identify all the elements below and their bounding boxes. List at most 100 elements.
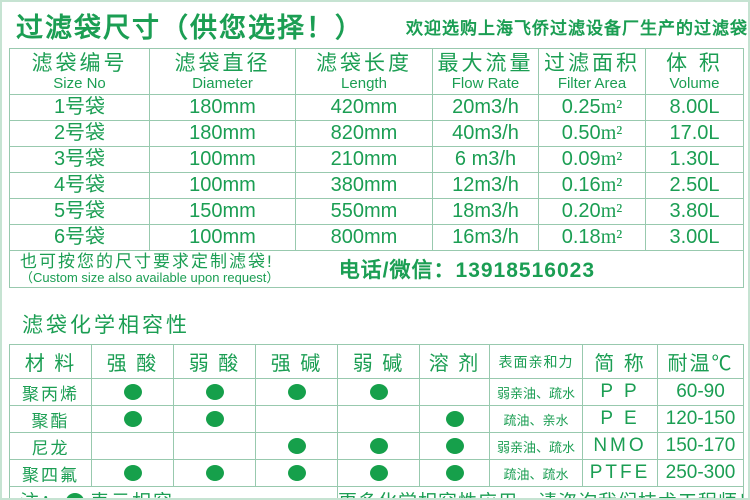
length: 800mm [295, 224, 433, 251]
compat-cell-weak-acid [173, 405, 256, 433]
compatible-dot-icon [445, 464, 464, 481]
compatible-dot-icon [369, 464, 388, 481]
col-header-length: 滤袋长度 Length [295, 48, 433, 95]
temp-range: 60-90 [657, 378, 744, 406]
size-no: 1号袋 [9, 94, 150, 121]
col-header-abbreviation: 简 称 [582, 344, 658, 379]
sq-meter-unit: m² [600, 96, 623, 118]
compat-footer-note: 更多化学相容性应用，请咨询我们技术工程师！ [337, 486, 744, 498]
size-table: 滤袋编号 Size No 滤袋直径 Diameter 滤袋长度 Length 最大流量… [9, 48, 744, 288]
sq-meter-unit: m² [600, 226, 623, 248]
volume: 2.50L [645, 172, 744, 199]
volume: 17.0L [645, 120, 744, 147]
col-header-diameter: 滤袋直径 Diameter [149, 48, 296, 95]
flow-rate: 6 m3/h [432, 146, 539, 173]
filter-area: 0.25m² [538, 94, 646, 121]
filter-area: 0.09m² [538, 146, 646, 173]
diameter: 100mm [149, 224, 296, 251]
volume: 1.30L [645, 146, 744, 173]
material-abbr: NMO [582, 432, 658, 460]
sq-meter-unit: m² [600, 122, 623, 144]
material-name: 尼龙 [9, 432, 92, 460]
col-header-surface-affinity: 表面亲和力 [489, 344, 583, 379]
diameter: 180mm [149, 120, 296, 147]
length: 210mm [295, 146, 433, 173]
compat-row-pe: 聚酯 疏油、亲水 P E 120-150 [9, 405, 744, 433]
col-header-strong-acid: 强 酸 [91, 344, 174, 379]
compat-cell-strong-acid [91, 405, 174, 433]
size-row-6: 6号袋 100mm 800mm 16m3/h 0.18m² 3.00L [9, 224, 744, 251]
diameter: 100mm [149, 146, 296, 173]
size-no: 4号袋 [9, 172, 150, 199]
compatible-dot-icon [369, 383, 388, 400]
compat-cell-weak-acid [173, 459, 256, 487]
col-header-material: 材 料 [9, 344, 92, 379]
size-row-1: 1号袋 180mm 420mm 20m3/h 0.25m² 8.00L [9, 94, 744, 121]
temp-range: 150-170 [657, 432, 744, 460]
compat-cell-strong-alkali [255, 432, 338, 460]
compatible-dot-icon [205, 383, 224, 400]
compat-cell-solvent [419, 378, 490, 406]
size-row-2: 2号袋 180mm 820mm 40m3/h 0.50m² 17.0L [9, 120, 744, 147]
compatible-dot-icon [287, 464, 306, 481]
length: 550mm [295, 198, 433, 225]
sq-meter-unit: m² [600, 148, 623, 170]
col-header-filter-area: 过滤面积 Filter Area [538, 48, 646, 95]
length: 820mm [295, 120, 433, 147]
compat-row-ptfe: 聚四氟 疏油、疏水 PTFE 250-300 [9, 459, 744, 487]
compat-cell-strong-alkali [255, 378, 338, 406]
compatible-dot-icon [287, 383, 306, 400]
compatible-dot-icon [123, 464, 142, 481]
flow-rate: 12m3/h [432, 172, 539, 199]
compat-cell-solvent [419, 405, 490, 433]
compatible-dot-icon [287, 437, 306, 454]
material-abbr: P E [582, 405, 658, 433]
filter-area: 0.50m² [538, 120, 646, 147]
custom-size-note: 也可按您的尺寸要求定制滤袋! （Custom size also availab… [11, 252, 279, 284]
compat-cell-weak-alkali [337, 432, 420, 460]
size-row-3: 3号袋 100mm 210mm 6 m3/h 0.09m² 1.30L [9, 146, 744, 173]
surface-affinity: 疏油、亲水 [489, 405, 583, 433]
surface-affinity: 弱亲油、疏水 [489, 378, 583, 406]
surface-affinity: 弱亲油、疏水 [489, 432, 583, 460]
legend-dot-icon [66, 493, 85, 498]
material-abbr: PTFE [582, 459, 658, 487]
temp-range: 250-300 [657, 459, 744, 487]
compatible-dot-icon [369, 437, 388, 454]
length: 420mm [295, 94, 433, 121]
contact-phone-wechat: 电话/微信：13918516023 [338, 258, 595, 282]
compatible-dot-icon [205, 410, 224, 427]
compat-cell-strong-alkali [255, 405, 338, 433]
flow-rate: 20m3/h [432, 94, 539, 121]
compatible-dot-icon [205, 464, 224, 481]
compat-header-row: 材 料 强 酸 弱 酸 强 碱 弱 碱 溶 剂 表面亲和力 简 称 耐温℃ [9, 344, 744, 379]
compat-cell-strong-alkali [255, 459, 338, 487]
flow-rate: 40m3/h [432, 120, 539, 147]
custom-size-note-zh: 也可按您的尺寸要求定制滤袋! [20, 252, 274, 272]
diameter: 100mm [149, 172, 296, 199]
size-no: 6号袋 [9, 224, 150, 251]
compatible-dot-icon [123, 383, 142, 400]
size-row-5: 5号袋 150mm 550mm 18m3/h 0.20m² 3.80L [9, 198, 744, 225]
col-header-temp-resistance: 耐温℃ [657, 344, 744, 379]
compat-cell-weak-alkali [337, 459, 420, 487]
compat-section-title: 滤袋化学相容性 [22, 314, 190, 337]
size-no: 5号袋 [9, 198, 150, 225]
compatible-dot-icon [445, 437, 464, 454]
compat-cell-weak-alkali [337, 405, 420, 433]
surface-affinity: 疏油、疏水 [489, 459, 583, 487]
sq-meter-unit: m² [600, 174, 623, 196]
compat-cell-strong-acid [91, 378, 174, 406]
diameter: 180mm [149, 94, 296, 121]
compat-row-pp: 聚丙烯 弱亲油、疏水 P P 60-90 [9, 378, 744, 406]
size-no: 3号袋 [9, 146, 150, 173]
compat-row-nmo: 尼龙 弱亲油、疏水 NMO 150-170 [9, 432, 744, 460]
flow-rate: 16m3/h [432, 224, 539, 251]
material-name: 聚酯 [9, 405, 92, 433]
compat-cell-weak-alkali [337, 378, 420, 406]
legend-note: 注：表示相容 [9, 486, 338, 498]
col-header-strong-alkali: 强 碱 [255, 344, 338, 379]
page-title: 过滤袋尺寸（供您选择！） [16, 12, 364, 43]
compatible-dot-icon [445, 410, 464, 427]
